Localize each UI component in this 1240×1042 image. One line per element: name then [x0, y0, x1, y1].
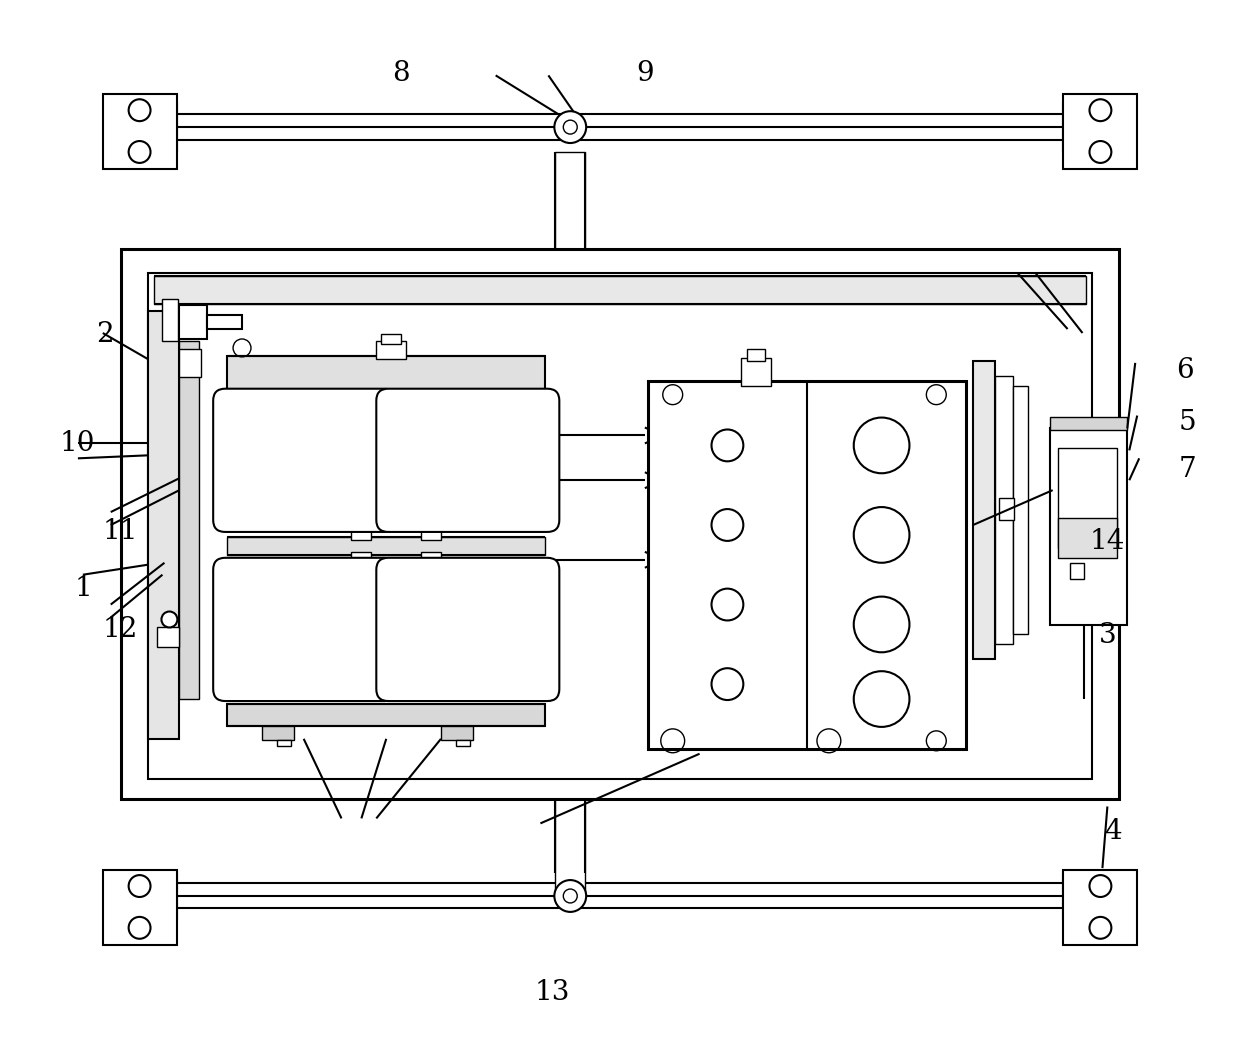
Text: 9: 9: [636, 59, 653, 86]
Bar: [351, 530, 371, 540]
Circle shape: [712, 429, 743, 462]
Bar: [227, 704, 546, 726]
Bar: [381, 334, 402, 344]
Circle shape: [712, 589, 743, 620]
Circle shape: [854, 597, 909, 652]
Bar: [999, 498, 1014, 520]
Circle shape: [161, 612, 177, 627]
Text: 14: 14: [1090, 528, 1125, 555]
Circle shape: [712, 668, 743, 700]
Bar: [1058, 448, 1117, 548]
Bar: [422, 530, 441, 540]
FancyBboxPatch shape: [376, 557, 559, 701]
Bar: [556, 152, 585, 251]
Bar: [207, 315, 242, 329]
Circle shape: [854, 418, 909, 473]
FancyBboxPatch shape: [376, 389, 559, 532]
Text: 6: 6: [1176, 357, 1194, 384]
Bar: [456, 740, 470, 746]
Circle shape: [854, 671, 909, 727]
Bar: [155, 276, 1085, 304]
Bar: [162, 299, 179, 341]
Bar: [1013, 386, 1028, 635]
Bar: [1058, 518, 1117, 557]
Text: 8: 8: [392, 59, 409, 86]
Text: 4: 4: [1105, 818, 1122, 845]
Bar: [748, 349, 765, 361]
Text: 13: 13: [534, 979, 570, 1007]
Text: 10: 10: [60, 429, 95, 456]
Bar: [556, 796, 585, 896]
Bar: [227, 537, 546, 554]
Bar: [227, 356, 546, 394]
Bar: [441, 726, 472, 740]
Text: 3: 3: [1099, 621, 1116, 648]
Text: 7: 7: [1178, 455, 1197, 482]
Bar: [1050, 417, 1127, 430]
Bar: [148, 312, 180, 739]
Bar: [120, 249, 1120, 798]
FancyBboxPatch shape: [213, 389, 397, 532]
Bar: [262, 726, 294, 740]
Circle shape: [854, 507, 909, 563]
Text: 1: 1: [74, 575, 92, 602]
Bar: [973, 361, 994, 660]
Bar: [376, 341, 407, 358]
Bar: [103, 94, 177, 169]
Bar: [1050, 428, 1127, 625]
Bar: [1070, 563, 1084, 578]
Circle shape: [563, 120, 578, 134]
Text: 11: 11: [103, 518, 138, 545]
Bar: [647, 380, 966, 749]
Bar: [422, 552, 441, 562]
Text: 2: 2: [95, 321, 113, 348]
Bar: [1063, 94, 1137, 169]
Bar: [351, 552, 371, 562]
Text: 5: 5: [1178, 410, 1197, 436]
Bar: [180, 341, 200, 699]
Bar: [157, 627, 180, 647]
Bar: [148, 273, 1092, 778]
Bar: [103, 870, 177, 945]
Circle shape: [554, 880, 587, 912]
Circle shape: [563, 889, 578, 903]
FancyBboxPatch shape: [213, 557, 397, 701]
Bar: [180, 305, 207, 339]
Circle shape: [712, 510, 743, 541]
Circle shape: [554, 111, 587, 143]
Bar: [180, 349, 201, 377]
Bar: [994, 376, 1013, 644]
Bar: [277, 740, 290, 746]
Bar: [742, 357, 771, 386]
Text: 12: 12: [103, 616, 138, 643]
Bar: [1063, 870, 1137, 945]
